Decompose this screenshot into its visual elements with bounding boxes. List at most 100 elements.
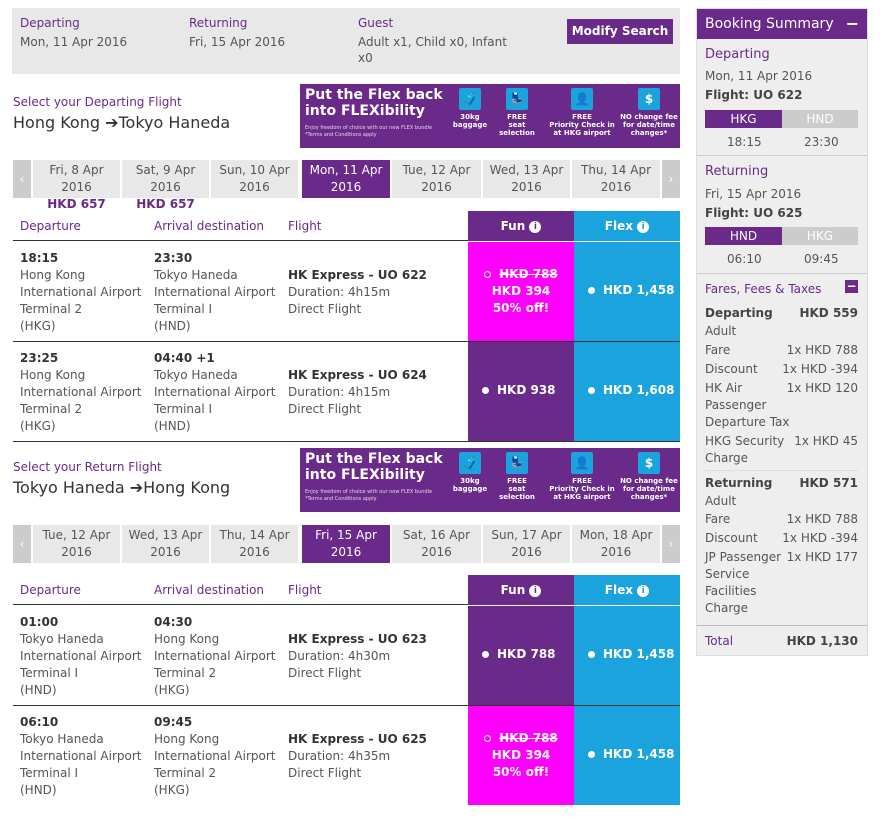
arr-time: 09:45 <box>804 252 839 266</box>
prev-dates-arrow-icon[interactable]: ‹ <box>13 160 31 198</box>
guest-label: Guest <box>358 16 394 30</box>
date-option[interactable]: Sat, 9 Apr 2016 HKD 657 <box>122 160 209 211</box>
search-summary-bar: Departing Mon, 11 Apr 2016 Returning Fri… <box>12 8 680 74</box>
prev-dates-arrow-icon[interactable]: ‹ <box>13 525 31 563</box>
route-origin: Hong Kong <box>13 113 100 132</box>
flight-cell: HK Express - UO 624 Duration: 4h15m Direct… <box>288 368 427 416</box>
departure-cell: 01:00 Tokyo Haneda International Airport Te… <box>20 615 142 697</box>
route-origin: Tokyo Haneda <box>13 478 125 497</box>
col-flight: Flight <box>288 219 322 233</box>
summary-returning-flight: Flight: UO 625 <box>705 206 803 220</box>
arr-time: 23:30 <box>804 135 839 149</box>
date-option[interactable]: Thu, 14 Apr 2016 <box>211 525 298 563</box>
fees-collapse-icon[interactable]: − <box>845 279 858 293</box>
radio-icon <box>588 751 595 758</box>
divider <box>705 470 858 471</box>
flex-promo-banner[interactable]: Put the Flex back into FLEXibility Enjoy … <box>300 84 680 148</box>
fees-facilities-row: JP Passenger Service Facilities Charge 1x HK… <box>705 550 858 615</box>
banner-nochange-item: $ NO change fee for date/time changes* <box>617 88 680 137</box>
banner-seat-item: 💺 FREE seat selection <box>493 452 541 501</box>
divider <box>697 273 867 274</box>
next-dates-arrow-icon[interactable]: › <box>662 160 680 198</box>
route-destination: Tokyo Haneda <box>118 113 231 132</box>
banner-baggage-item: 🧳 30kg baggage <box>445 452 495 493</box>
seat-icon: 💺 <box>506 88 528 110</box>
col-departure: Departure <box>20 583 81 597</box>
route-from: HKG <box>705 110 782 128</box>
banner-headline: Put the Flex back into FLEXibility <box>305 451 443 483</box>
checkin-icon: 👤 <box>571 452 593 474</box>
route-destination: Hong Kong <box>143 478 231 497</box>
return-route: Tokyo Haneda ➔Hong Kong <box>13 478 230 497</box>
route-from: HND <box>705 227 782 245</box>
fun-fare-option[interactable]: HKD 788 HKD 394 50% off! <box>468 706 574 805</box>
fees-returning-row: Returning HKD 571 <box>705 476 858 490</box>
flex-fare-option[interactable]: HKD 1,458 <box>574 242 680 341</box>
flex-info-icon[interactable]: i <box>637 584 650 597</box>
date-option[interactable]: Sat, 16 Apr 2016 <box>392 525 481 563</box>
summary-departing-label: Departing <box>705 47 770 62</box>
radio-icon <box>482 651 489 658</box>
flex-fare-option[interactable]: HKD 1,608 <box>574 342 680 441</box>
fees-label: Fares, Fees & Taxes <box>705 282 822 296</box>
route-arrow-icon: ➔ <box>105 113 119 132</box>
flight-row: 06:10 Tokyo Haneda International Airport Te… <box>13 706 680 805</box>
flex-fare-option[interactable]: HKD 1,458 <box>574 606 680 705</box>
date-option[interactable]: Wed, 13 Apr 2016 <box>483 160 570 198</box>
flex-promo-banner[interactable]: Put the Flex back into FLEXibility Enjoy … <box>300 448 680 512</box>
fun-info-icon[interactable]: i <box>529 584 542 597</box>
fees-departure-tax-row: HK Air Passenger Departure Tax 1x HKD 120 <box>705 381 858 429</box>
flight-cell: HK Express - UO 622 Duration: 4h15m Direct… <box>288 268 427 316</box>
flight-row: 23:25 Hong Kong International Airport Termi… <box>13 342 680 442</box>
date-option[interactable]: Tue, 12 Apr 2016 <box>392 160 481 198</box>
guest-value-line2: x0 <box>358 51 373 65</box>
fun-fare-option[interactable]: HKD 788 <box>468 606 574 705</box>
date-option[interactable]: Sun, 17 Apr 2016 <box>483 525 570 563</box>
fun-info-icon[interactable]: i <box>529 220 542 233</box>
banner-headline: Put the Flex back into FLEXibility <box>305 87 443 119</box>
departing-table-header: Departure Arrival destination Flight Fun… <box>13 211 680 241</box>
departing-date-selector: ‹ Fri, 8 Apr 2016 HKD 657 Sat, 9 Apr 2016… <box>13 160 680 211</box>
date-option[interactable]: Fri, 8 Apr 2016 HKD 657 <box>33 160 120 211</box>
fun-fare-option[interactable]: HKD 788 HKD 394 50% off! <box>468 242 574 341</box>
no-fee-icon: $ <box>638 88 660 110</box>
modify-search-button[interactable]: Modify Search <box>567 19 673 44</box>
divider <box>697 155 867 156</box>
fun-fare-option[interactable]: HKD 938 <box>468 342 574 441</box>
date-option-selected[interactable]: Fri, 15 Apr 2016 <box>302 525 390 563</box>
col-arrival: Arrival destination <box>154 219 265 233</box>
booking-summary-title: Booking Summary <box>705 16 834 32</box>
date-option[interactable]: Sun, 10 Apr 2016 <box>211 160 298 198</box>
col-fun: Fun i <box>468 211 574 241</box>
route-to: HKG <box>782 227 858 245</box>
banner-baggage-item: 🧳 30kg baggage <box>445 88 495 129</box>
fees-discount-row: Discount 1x HKD -394 <box>705 362 858 376</box>
flex-info-icon[interactable]: i <box>637 220 650 233</box>
next-dates-arrow-icon[interactable]: › <box>662 525 680 563</box>
arrival-cell: 09:45 Hong Kong International Airport Termi… <box>154 715 276 797</box>
departing-route-pill: HKG HND <box>705 110 858 128</box>
returning-route-pill: HND HKG <box>705 227 858 245</box>
collapse-icon[interactable]: − <box>845 14 859 33</box>
fees-discount-row: Discount 1x HKD -394 <box>705 531 858 545</box>
date-option[interactable]: Thu, 14 Apr 2016 <box>572 160 660 198</box>
route-to: HND <box>782 110 858 128</box>
banner-seat-item: 💺 FREE seat selection <box>493 88 541 137</box>
fees-fare-row: Fare 1x HKD 788 <box>705 512 858 526</box>
fees-fare-row: Fare 1x HKD 788 <box>705 343 858 357</box>
radio-icon <box>484 271 492 278</box>
departure-cell: 06:10 Tokyo Haneda International Airport Te… <box>20 715 142 797</box>
baggage-icon: 🧳 <box>459 88 481 110</box>
banner-subtext: Enjoy freedom of choice with our new FLE… <box>305 125 433 138</box>
return-section-title: Select your Return Flight <box>13 460 162 474</box>
date-option-selected[interactable]: Mon, 11 Apr 2016 <box>302 160 390 198</box>
departing-section-title: Select your Departing Flight <box>13 95 182 109</box>
flex-fare-option[interactable]: HKD 1,458 <box>574 706 680 805</box>
date-option[interactable]: Wed, 13 Apr 2016 <box>122 525 209 563</box>
guest-value: Adult x1, Child x0, Infant x0 <box>358 34 508 66</box>
date-option[interactable]: Mon, 18 Apr 2016 <box>572 525 660 563</box>
banner-checkin-item: 👤 FREE Priority Check in at HKG airport <box>540 88 624 137</box>
divider <box>697 625 867 626</box>
date-option[interactable]: Tue, 12 Apr 2016 <box>33 525 120 563</box>
dep-time: 18:15 <box>727 135 762 149</box>
